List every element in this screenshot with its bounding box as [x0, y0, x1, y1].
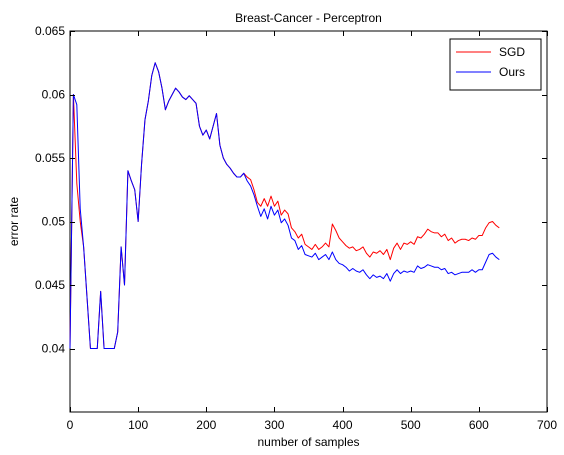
legend-label-sgd: SGD [499, 45, 525, 59]
x-tick-label: 100 [128, 418, 148, 432]
x-tick-label: 700 [537, 418, 557, 432]
legend-box [449, 38, 542, 91]
x-tick-label: 200 [196, 418, 216, 432]
x-axis-label: number of samples [257, 435, 359, 449]
legend: SGD Ours [449, 38, 542, 91]
y-tick-label: 0.045 [35, 278, 65, 292]
y-tick-label: 0.05 [42, 215, 66, 229]
series-layer [69, 62, 500, 349]
x-tick-label: 500 [401, 418, 421, 432]
y-tick-label: 0.06 [42, 88, 66, 102]
x-tick-label: 300 [264, 418, 284, 432]
series-line-ours [69, 62, 500, 349]
y-tick-label: 0.04 [42, 342, 66, 356]
x-tick-label: 400 [333, 418, 353, 432]
chart-title: Breast-Cancer - Perceptron [235, 11, 382, 25]
x-tick-label: 600 [469, 418, 489, 432]
labels-layer: Breast-Cancer - Perceptron number of sam… [7, 11, 382, 449]
x-tick-label: 0 [67, 418, 74, 432]
y-axis-label: error rate [7, 197, 21, 247]
legend-label-ours: Ours [499, 65, 525, 79]
ticks-layer: 0 100 200 300 400 500 600 700 0.04 0.045 0.05 0.055… [35, 24, 557, 432]
y-tick-label: 0.065 [35, 24, 65, 38]
y-tick-label: 0.055 [35, 151, 65, 165]
